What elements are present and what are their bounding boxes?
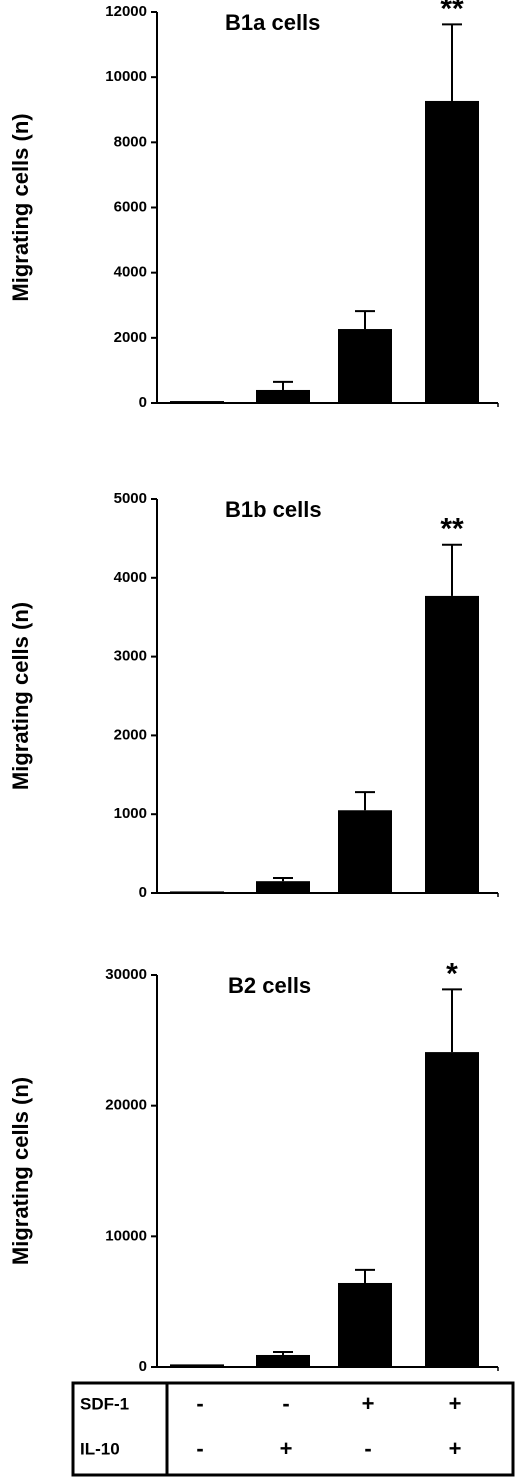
- y-axis-label: Migrating cells (n): [8, 113, 33, 301]
- y-tick-label: 2000: [114, 329, 147, 346]
- bar: [338, 1282, 392, 1367]
- bar: [170, 891, 224, 893]
- bar: [256, 389, 310, 403]
- condition-cell: -: [282, 1391, 289, 1416]
- bar: [338, 329, 392, 403]
- y-tick-label: 0: [139, 884, 147, 901]
- bar: [425, 595, 479, 893]
- bar: [170, 401, 224, 403]
- condition-cell: +: [280, 1436, 293, 1461]
- y-tick-label: 3000: [114, 648, 147, 665]
- y-tick-label: 10000: [105, 1227, 147, 1244]
- y-tick-label: 12000: [105, 3, 147, 20]
- significance-mark: **: [440, 0, 464, 25]
- y-tick-label: 6000: [114, 198, 147, 215]
- condition-label: SDF-1: [80, 1394, 129, 1413]
- y-axis-label: Migrating cells (n): [8, 602, 33, 790]
- y-tick-label: 4000: [114, 569, 147, 586]
- y-tick-label: 20000: [105, 1097, 147, 1114]
- chart-title: B2 cells: [228, 973, 311, 998]
- significance-mark: **: [440, 513, 464, 546]
- chart-title: B1a cells: [225, 10, 320, 35]
- bar: [425, 100, 479, 403]
- condition-cell: -: [364, 1436, 371, 1461]
- condition-cell: +: [362, 1391, 375, 1416]
- significance-mark: *: [446, 957, 458, 990]
- condition-cell: -: [196, 1436, 203, 1461]
- y-axis-label: Migrating cells (n): [8, 1077, 33, 1265]
- y-tick-label: 0: [139, 394, 147, 411]
- bar: [256, 881, 310, 893]
- chart-title: B1b cells: [225, 497, 322, 522]
- condition-label: IL-10: [80, 1439, 120, 1458]
- y-tick-label: 0: [139, 1358, 147, 1375]
- y-tick-label: 4000: [114, 264, 147, 281]
- condition-cell: +: [449, 1436, 462, 1461]
- y-tick-label: 10000: [105, 68, 147, 85]
- y-tick-label: 5000: [114, 490, 147, 507]
- conditions-table: [71, 1381, 515, 1477]
- bar: [256, 1354, 310, 1367]
- condition-cell: +: [449, 1391, 462, 1416]
- y-tick-label: 8000: [114, 133, 147, 150]
- y-tick-label: 1000: [114, 805, 147, 822]
- bar: [338, 810, 392, 893]
- bar: [425, 1052, 479, 1367]
- y-tick-label: 30000: [105, 966, 147, 983]
- bar: [170, 1364, 224, 1367]
- condition-cell: -: [196, 1391, 203, 1416]
- y-tick-label: 2000: [114, 726, 147, 743]
